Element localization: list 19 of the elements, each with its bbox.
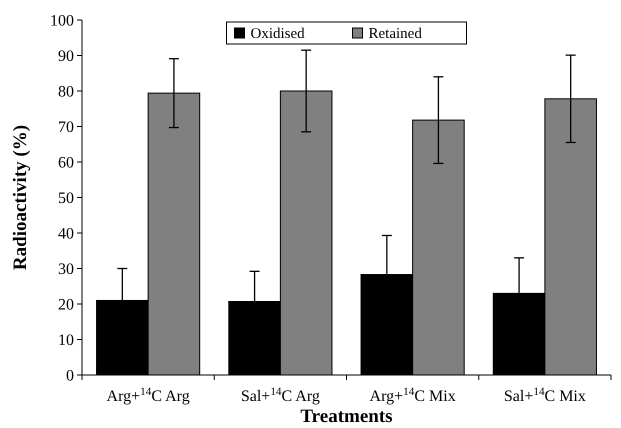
y-tick-label: 20 [58, 296, 74, 314]
x-axis-title: Treatments [300, 406, 393, 427]
legend-label: Retained [368, 26, 422, 42]
y-tick-label: 100 [50, 12, 74, 30]
legend-label: Oxidised [250, 26, 306, 42]
y-tick-label: 10 [58, 332, 74, 350]
x-tick-label: Arg+$^{14}$C Mix [370, 386, 456, 405]
y-tick-label: 30 [58, 261, 74, 278]
y-axis-title: Radioactivity (%) [10, 124, 31, 270]
y-tick-label: 60 [58, 154, 74, 172]
x-tick-label: Arg+$^{14}$C Arg [106, 386, 190, 405]
y-tick-label: 50 [58, 190, 74, 208]
x-tick-label: Sal+$^{14}$C Arg [240, 386, 320, 405]
x-tick-label: Sal+$^{14}$C Mix [504, 386, 586, 405]
y-tick-label: 90 [58, 48, 74, 66]
y-tick-label: 80 [58, 84, 74, 101]
y-tick-label: 40 [58, 226, 74, 243]
y-tick-label: 70 [58, 119, 74, 136]
y-tick-label: 0 [66, 368, 74, 385]
